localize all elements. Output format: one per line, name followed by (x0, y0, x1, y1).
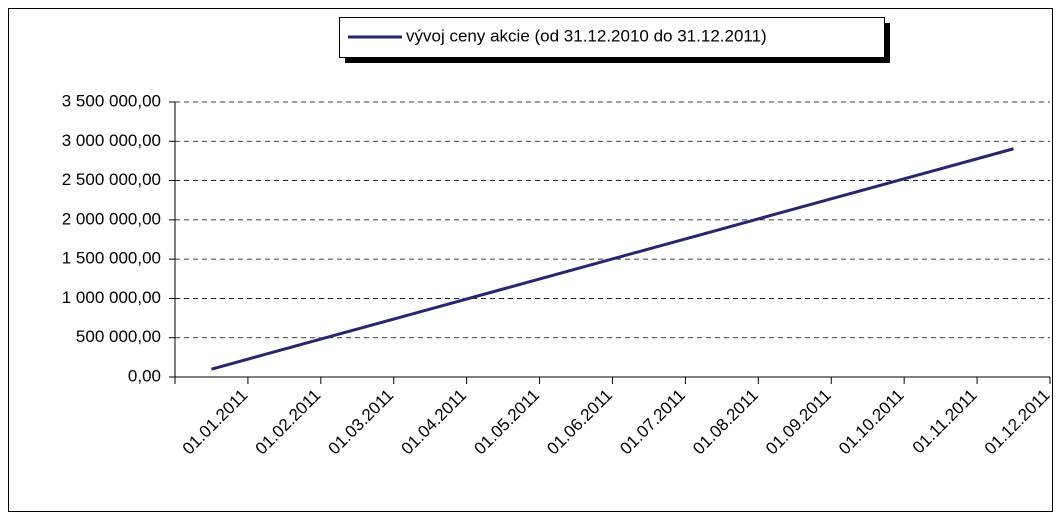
legend: vývoj ceny akcie (od 31.12.2010 do 31.12… (339, 17, 890, 63)
line-series (211, 147, 1014, 371)
y-tick-label: 3 500 000,00 (62, 91, 161, 110)
y-tick-label: 0,00 (128, 366, 161, 385)
y-tick-label: 2 500 000,00 (62, 170, 161, 189)
legend-label: vývoj ceny akcie (od 31.12.2010 do 31.12… (406, 26, 767, 45)
legend-box (339, 17, 885, 58)
y-tick-label: 1 500 000,00 (62, 249, 161, 268)
y-tick-label: 2 000 000,00 (62, 209, 161, 228)
chart-border (8, 8, 1053, 512)
y-tick-label: 500 000,00 (76, 327, 161, 346)
y-tick-label: 3 000 000,00 (62, 131, 161, 150)
y-tick-label: 1 000 000,00 (62, 288, 161, 307)
